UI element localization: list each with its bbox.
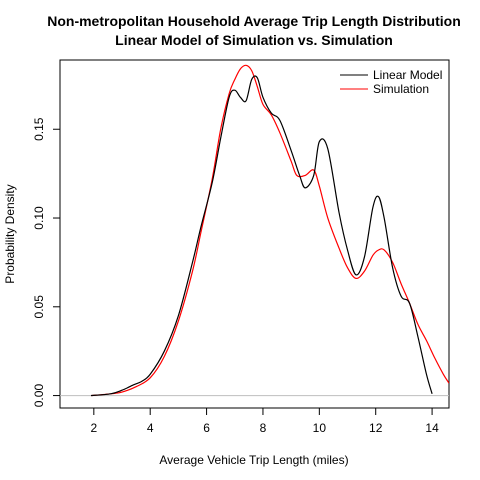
- legend-label-simulation: Simulation: [373, 82, 429, 96]
- chart-title: Non-metropolitan Household Average Trip …: [47, 13, 461, 29]
- y-tick-label: 0.15: [32, 117, 46, 141]
- legend-label-linear-model: Linear Model: [373, 68, 442, 82]
- x-tick-label: 8: [260, 421, 267, 435]
- x-tick-label: 6: [203, 421, 210, 435]
- legend: Linear Model Simulation: [340, 68, 442, 96]
- x-tick-label: 14: [425, 421, 439, 435]
- chart-subtitle: Linear Model of Simulation vs. Simulatio…: [115, 32, 393, 48]
- series-line-simulation: [91, 65, 449, 395]
- x-tick-label: 10: [313, 421, 327, 435]
- x-tick-label: 2: [90, 421, 97, 435]
- y-tick-label: 0.10: [32, 206, 46, 230]
- x-tick-label: 4: [147, 421, 154, 435]
- series-group: [91, 65, 449, 395]
- y-axis-label: Probability Density: [3, 184, 17, 283]
- plot-frame: [60, 60, 449, 408]
- x-tick-label: 12: [369, 421, 383, 435]
- x-axis-label: Average Vehicle Trip Length (miles): [159, 453, 348, 467]
- y-tick-label: 0.00: [32, 384, 46, 408]
- y-axis: 0.00 0.05 0.10 0.15: [32, 117, 60, 407]
- y-tick-label: 0.05: [32, 295, 46, 319]
- x-axis: 2 4 6 8 10 12 14: [90, 408, 439, 435]
- series-line-linear-model: [91, 76, 432, 396]
